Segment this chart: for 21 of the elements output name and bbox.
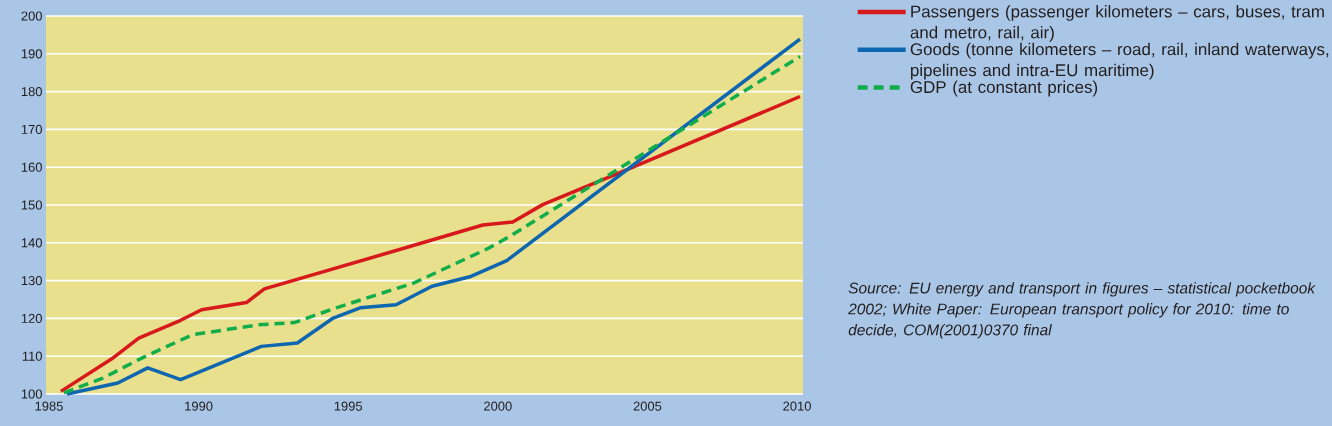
x-tick-label: 2005 bbox=[633, 401, 662, 411]
y-tick-label: 160 bbox=[21, 162, 42, 172]
y-tick-label: 150 bbox=[21, 200, 42, 210]
y-tick-label: 100 bbox=[21, 389, 42, 399]
x-tick-label: 1985 bbox=[35, 401, 63, 411]
y-tick-label: 190 bbox=[21, 49, 42, 59]
y-tick-label: 110 bbox=[22, 351, 42, 361]
x-tick-label: 1995 bbox=[334, 401, 363, 411]
x-tick-label: 1990 bbox=[185, 401, 213, 411]
legend-label: GDP (at constant prices) bbox=[910, 80, 1098, 97]
source-note: Source: EU energy and transport in figures – statistical pocketbook 2002; White Paper: European transport policy for 2010: time to decide, COM(2001)0370 final bbox=[848, 282, 1316, 339]
x-tick-label: 2000 bbox=[484, 401, 512, 411]
y-tick-label: 120 bbox=[21, 313, 42, 323]
y-tick-label: 200 bbox=[21, 11, 42, 21]
legend-label: Passengers (passenger kilometers – cars, buses, tram and metro, rail, air) bbox=[910, 5, 1324, 42]
legend-label: Goods (tonne kilometers – road, rail, inland waterways, pipelines and intra-EU maritime) bbox=[910, 42, 1329, 80]
y-tick-label: 130 bbox=[21, 276, 42, 286]
x-tick-label: 2010 bbox=[783, 401, 811, 411]
y-tick-label: 170 bbox=[21, 124, 42, 134]
y-tick-label: 140 bbox=[21, 238, 42, 248]
y-tick-label: 180 bbox=[21, 87, 42, 97]
